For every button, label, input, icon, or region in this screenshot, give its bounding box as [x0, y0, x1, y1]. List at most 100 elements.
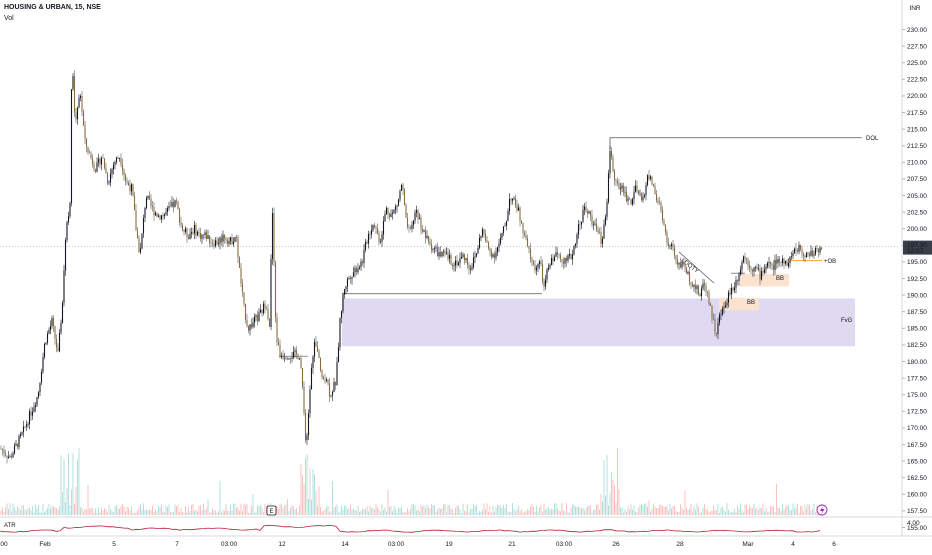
- price-tick-label: 185.00: [907, 326, 927, 333]
- bb-zone-upper[interactable]: [740, 273, 789, 287]
- candle-body: [682, 261, 685, 264]
- candle-body: [216, 240, 218, 245]
- candle-body: [423, 230, 425, 232]
- candle-body: [189, 233, 191, 239]
- volume-bar: [593, 509, 594, 515]
- candle-body: [94, 169, 97, 172]
- candle-body: [658, 202, 661, 203]
- volume-bar: [735, 512, 737, 515]
- volume-bar: [399, 507, 401, 515]
- volume-bar: [797, 503, 798, 515]
- volume-bar: [570, 508, 572, 515]
- volume-bar: [521, 508, 522, 515]
- volume-bar: [768, 511, 770, 515]
- volume-bar: [260, 505, 261, 515]
- candle-body: [532, 261, 535, 265]
- volume-bar: [609, 492, 611, 515]
- fvg-zone[interactable]: [342, 298, 855, 347]
- candle-body: [583, 206, 586, 210]
- currency-label: INR: [909, 5, 921, 12]
- volume-bar: [380, 511, 381, 515]
- volume-bar: [80, 507, 81, 515]
- candle-body: [750, 268, 752, 270]
- candle-body: [567, 255, 569, 261]
- price-tick-label: 167.50: [907, 442, 927, 449]
- volume-bar: [0, 510, 2, 515]
- volume-bar: [603, 459, 605, 515]
- candle-body: [616, 181, 619, 184]
- candle-body: [681, 261, 683, 268]
- volume-bar: [813, 503, 815, 515]
- volume-bar: [668, 510, 669, 515]
- candle-body: [724, 305, 727, 308]
- dol-line[interactable]: [609, 137, 862, 150]
- candle-body: [249, 324, 251, 331]
- volume-bar: [684, 490, 686, 515]
- candle-body: [508, 198, 511, 212]
- candle-body: [438, 252, 440, 257]
- volume-bar: [18, 508, 20, 515]
- volume-bar: [17, 506, 18, 515]
- candle-body: [637, 190, 640, 194]
- volume-bar: [546, 507, 548, 515]
- volume-bar: [216, 512, 218, 515]
- candle-body: [204, 232, 206, 236]
- volume-bar: [348, 508, 350, 515]
- candle-body: [654, 186, 656, 195]
- candle-body: [709, 304, 712, 306]
- candle-body: [120, 157, 122, 165]
- candle-body: [18, 436, 20, 448]
- volume-bar: [431, 503, 432, 515]
- candle-body: [447, 252, 449, 259]
- candle-body: [363, 250, 365, 264]
- candle-body: [361, 261, 364, 264]
- volume-bar: [282, 508, 284, 515]
- candle-body: [241, 283, 244, 293]
- candle-body: [379, 241, 382, 243]
- earnings-marker[interactable]: [266, 505, 277, 516]
- volume-bar: [233, 503, 234, 515]
- last-price-badge[interactable]: [903, 240, 932, 255]
- volume-bar: [341, 505, 342, 515]
- volume-label[interactable]: Vol: [4, 15, 14, 22]
- volume-bar: [180, 507, 182, 515]
- volume-bar: [477, 512, 479, 515]
- volume-bar: [432, 505, 434, 515]
- volume-bar: [615, 502, 617, 515]
- volume-bar: [144, 510, 146, 515]
- volume-bar: [63, 459, 65, 515]
- volume-bar: [690, 504, 692, 515]
- candle-body: [289, 358, 292, 360]
- volume-bar: [5, 507, 6, 515]
- candle-body: [96, 162, 98, 172]
- candle-body: [217, 243, 220, 245]
- candle-body: [271, 213, 274, 260]
- candle-body: [150, 198, 152, 207]
- volume-bar: [623, 512, 624, 515]
- volume-bar: [218, 511, 219, 515]
- volume-bar: [812, 508, 813, 515]
- price-tick-label: 175.00: [907, 392, 927, 399]
- volume-bar: [810, 511, 812, 515]
- candle-body: [594, 223, 596, 225]
- candle-body: [334, 381, 337, 386]
- candle-body: [394, 206, 397, 210]
- candle-body: [331, 392, 334, 396]
- volume-bar: [329, 511, 330, 515]
- candle-body: [324, 379, 326, 381]
- candle-body: [180, 222, 182, 225]
- candle-body: [342, 294, 344, 312]
- candle-body: [339, 317, 341, 348]
- candle-body: [516, 205, 518, 211]
- symbol-title[interactable]: HOUSING & URBAN, 15, NSE: [4, 4, 101, 11]
- volume-bar: [50, 508, 51, 515]
- volume-bar: [587, 506, 588, 515]
- volume-bar: [758, 510, 759, 515]
- candle-body: [463, 254, 466, 261]
- candle-body: [159, 215, 161, 220]
- candle-body: [588, 211, 590, 214]
- candle-body: [33, 407, 35, 412]
- candle-body: [151, 206, 154, 208]
